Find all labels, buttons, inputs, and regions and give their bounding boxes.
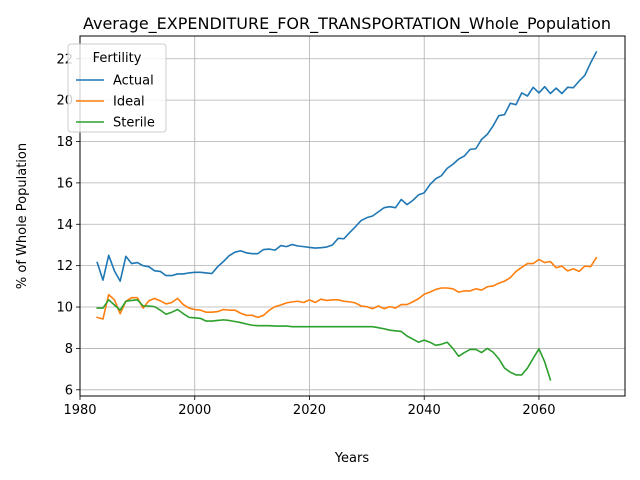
series-line-actual [96,51,598,282]
legend-box [67,43,167,133]
legend-label-actual: Actual [113,74,154,89]
x-tick-label: 2040 [408,403,441,418]
x-tick-label: 2020 [293,403,326,418]
legend-label-ideal: Ideal [113,95,145,110]
grid [79,36,625,396]
y-tick-label: 12 [56,259,73,274]
x-tick-label: 2060 [522,403,555,418]
x-axis-label: Years [334,451,370,466]
y-tick-label: 8 [65,342,73,357]
legend: Fertility Actual Ideal Sterile [67,43,167,133]
y-tick-label: 18 [56,135,73,150]
y-axis-label: % of Whole Population [15,143,30,289]
x-tick-label: 2000 [178,403,211,418]
y-tick-label: 16 [56,176,73,191]
legend-title: Fertility [93,51,142,66]
plot-frame [79,35,626,397]
series-lines [96,51,598,381]
y-tick-label: 14 [56,218,73,233]
x-tick-label: 1980 [63,403,96,418]
y-tick-label: 10 [56,301,73,316]
legend-entries: Actual Ideal Sterile [76,74,155,131]
legend-label-sterile: Sterile [113,116,155,131]
chart-title: Average_EXPENDITURE_FOR_TRANSPORTATION_W… [83,14,611,34]
y-tick-label: 6 [65,383,73,398]
series-line-ideal [96,256,598,320]
series-line-sterile [96,298,552,381]
